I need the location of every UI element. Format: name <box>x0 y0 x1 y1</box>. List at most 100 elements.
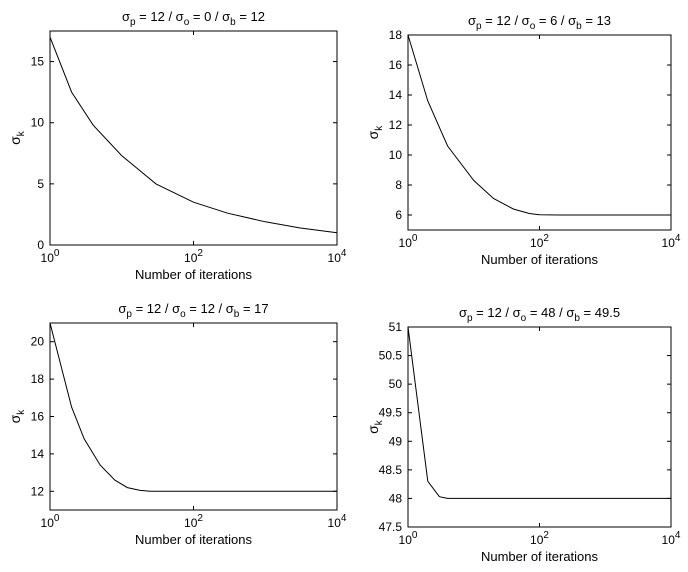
x-tick-exponent: 0 <box>412 530 418 541</box>
y-tick-label: 49.5 <box>379 406 403 420</box>
y-tick-label: 48.5 <box>379 463 403 477</box>
y-tick-label: 10 <box>31 116 45 130</box>
y-tick-label: 12 <box>389 118 403 132</box>
subplot-title: σp = 12 / σo = 6 / σb = 13 <box>468 13 611 32</box>
title-text: = 12 / σ <box>482 13 530 28</box>
y-tick-label: 5 <box>37 177 44 191</box>
title-subscript: b <box>574 313 580 324</box>
y-tick-label: 14 <box>31 447 45 461</box>
y-tick-label: 50.5 <box>379 349 403 363</box>
x-tick-label: 104 <box>662 530 681 547</box>
x-tick-base: 10 <box>530 236 544 250</box>
x-tick-base: 10 <box>41 516 55 530</box>
title-subscript: p <box>467 313 473 324</box>
title-text: = 49.5 <box>580 305 620 320</box>
x-tick-exponent: 0 <box>54 513 60 524</box>
title-subscript: p <box>126 309 132 320</box>
y-tick-label: 20 <box>31 335 45 349</box>
x-tick-base: 10 <box>184 516 198 530</box>
plot-frame <box>49 30 338 246</box>
title-subscript: o <box>180 309 186 320</box>
series-line-1 <box>407 326 671 499</box>
y-label-subscript: k <box>374 419 385 425</box>
title-text: = 17 <box>239 301 268 316</box>
x-tick-base: 10 <box>662 533 676 547</box>
x-tick-exponent: 2 <box>543 530 549 541</box>
x-tick-exponent: 4 <box>675 233 681 244</box>
y-tick-label: 8 <box>395 178 402 192</box>
title-subscript: b <box>230 17 236 28</box>
y-tick-label: 12 <box>31 484 45 498</box>
x-tick-label: 100 <box>41 248 60 265</box>
y-tick-label: 47.5 <box>379 520 403 534</box>
title-text: = 12 <box>236 9 265 24</box>
title-subscript: o <box>530 21 536 32</box>
x-tick-exponent: 4 <box>675 530 681 541</box>
plot-frame <box>49 322 338 511</box>
y-axis-label: σk <box>7 130 27 145</box>
y-label-base: σ <box>7 136 23 145</box>
subplot-title: σp = 12 / σo = 0 / σb = 12 <box>122 9 265 28</box>
plot-frame <box>407 326 672 528</box>
title-text: = 12 / σ <box>136 9 184 24</box>
title-text: = 0 / σ <box>189 9 230 24</box>
x-tick-label: 104 <box>328 513 347 530</box>
x-tick-base: 10 <box>328 516 342 530</box>
x-tick-base: 10 <box>662 236 676 250</box>
y-tick-label: 10 <box>389 148 403 162</box>
y-tick-label: 14 <box>389 88 403 102</box>
x-axis-label: Number of iterations <box>135 267 253 282</box>
x-tick-base: 10 <box>530 533 544 547</box>
y-label-base: σ <box>365 130 381 139</box>
series-line-1 <box>49 36 338 234</box>
plot-frame <box>407 34 672 231</box>
y-axis-label: σk <box>365 419 385 434</box>
y-axis-label: σk <box>365 125 385 140</box>
y-tick-label: 18 <box>31 372 45 386</box>
y-label-base: σ <box>365 425 381 434</box>
x-tick-base: 10 <box>41 251 55 265</box>
x-tick-exponent: 2 <box>543 233 549 244</box>
x-tick-base: 10 <box>184 251 198 265</box>
series-line-1 <box>49 322 337 492</box>
y-tick-label: 49 <box>389 434 403 448</box>
title-text: = 12 / σ <box>473 305 521 320</box>
subplot-title: σp = 12 / σo = 48 / σb = 49.5 <box>459 305 620 324</box>
x-tick-label: 102 <box>530 530 549 547</box>
y-tick-label: 0 <box>37 238 44 252</box>
y-tick-label: 6 <box>395 208 402 222</box>
y-tick-label: 50 <box>389 377 403 391</box>
title-subscript: b <box>576 21 582 32</box>
title-text: = 6 / σ <box>535 13 576 28</box>
title-subscript: b <box>234 309 240 320</box>
y-tick-label: 18 <box>389 28 403 42</box>
title-subscript: p <box>476 21 482 32</box>
x-tick-label: 102 <box>184 248 203 265</box>
title-subscript: p <box>130 17 136 28</box>
title-subscript: o <box>521 313 527 324</box>
x-tick-label: 104 <box>328 248 347 265</box>
title-subscript: o <box>184 17 190 28</box>
x-tick-exponent: 4 <box>341 248 347 259</box>
x-tick-exponent: 0 <box>54 248 60 259</box>
y-axis-label: σk <box>7 409 27 424</box>
x-tick-exponent: 2 <box>197 248 203 259</box>
title-text: = 12 / σ <box>186 301 234 316</box>
x-tick-label: 100 <box>399 530 418 547</box>
title-text: σ <box>468 13 476 28</box>
x-tick-label: 102 <box>530 233 549 250</box>
x-tick-label: 100 <box>399 233 418 250</box>
x-axis-label: Number of iterations <box>481 549 599 564</box>
x-axis-label: Number of iterations <box>481 252 599 267</box>
y-label-subscript: k <box>16 130 27 136</box>
title-text: σ <box>118 301 126 316</box>
title-text: = 48 / σ <box>526 305 574 320</box>
y-label-subscript: k <box>374 125 385 131</box>
x-tick-label: 100 <box>41 513 60 530</box>
x-tick-label: 102 <box>184 513 203 530</box>
